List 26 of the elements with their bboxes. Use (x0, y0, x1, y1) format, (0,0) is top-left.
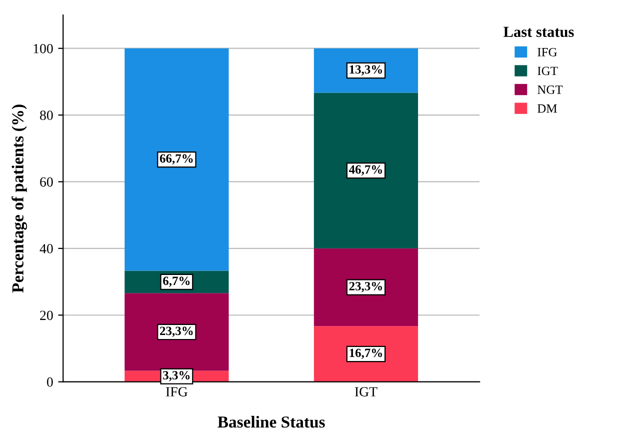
data-label: 23,3% (160, 326, 193, 337)
data-label: 66,7% (160, 154, 193, 165)
data-label: 13,3% (350, 65, 382, 76)
bar (314, 326, 418, 382)
data-label: 6,7% (163, 276, 190, 287)
y-tick-label: 100 (34, 44, 53, 54)
y-tick-label: 20 (40, 310, 53, 320)
x-axis-title: Baseline Status (218, 416, 325, 428)
legend-label: DM (538, 104, 557, 113)
bar (314, 248, 418, 326)
y-axis-title: Percentage of patients (%) (12, 104, 27, 293)
legend-label: IFG (538, 48, 557, 56)
y-tick-label: 0 (46, 377, 53, 387)
data-label: 16,7% (350, 348, 382, 359)
y-tick-label: 60 (40, 177, 53, 187)
data-label: 3,3% (163, 371, 190, 382)
y-tick-label: 80 (40, 110, 53, 120)
y-tick-label: 40 (40, 244, 53, 254)
legend-label: NGT (538, 86, 563, 94)
bar (124, 48, 229, 271)
data-label: 46,7% (348, 165, 382, 176)
bar (124, 293, 229, 371)
bar (314, 92, 418, 248)
legend-title: Last status (504, 26, 574, 38)
data-label: 23,3% (349, 282, 382, 292)
legend-label: IGT (538, 66, 558, 76)
